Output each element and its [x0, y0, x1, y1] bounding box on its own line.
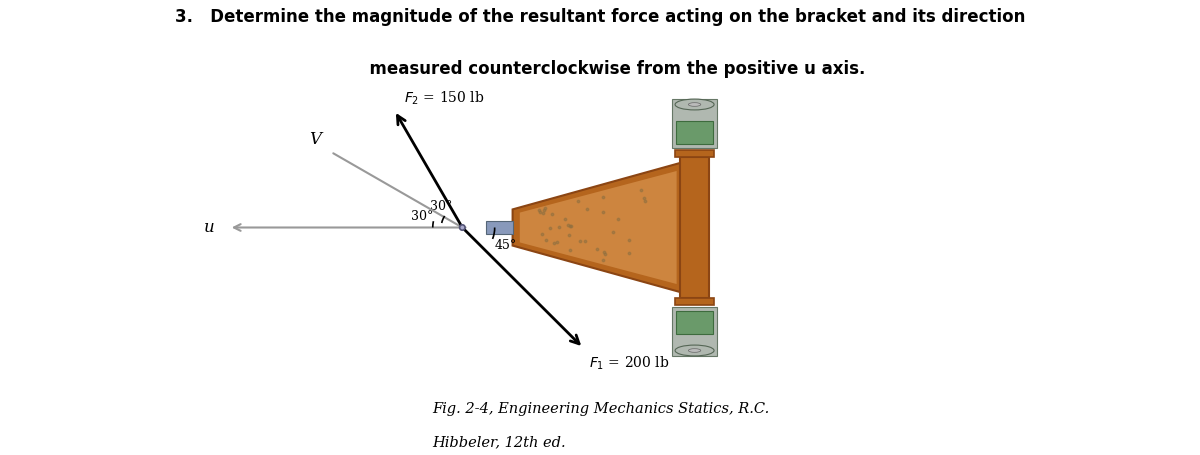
- Text: measured counterclockwise from the positive u axis.: measured counterclockwise from the posit…: [335, 60, 865, 78]
- Polygon shape: [676, 311, 713, 334]
- Polygon shape: [676, 150, 714, 157]
- Text: 30°: 30°: [412, 210, 433, 223]
- Ellipse shape: [689, 103, 701, 106]
- Text: $F_1$ = 200 lb: $F_1$ = 200 lb: [589, 355, 670, 372]
- Polygon shape: [672, 99, 716, 148]
- Ellipse shape: [460, 225, 466, 230]
- Ellipse shape: [689, 349, 701, 352]
- Text: V: V: [310, 131, 322, 148]
- Polygon shape: [676, 121, 713, 144]
- Text: Fig. 2-4, Engineering Mechanics Statics, R.C.: Fig. 2-4, Engineering Mechanics Statics,…: [432, 402, 769, 415]
- Ellipse shape: [676, 99, 714, 110]
- Text: 45°: 45°: [494, 239, 517, 252]
- Polygon shape: [672, 307, 716, 356]
- Text: 30°: 30°: [431, 200, 452, 213]
- Polygon shape: [486, 221, 512, 234]
- Polygon shape: [676, 298, 714, 305]
- Polygon shape: [520, 171, 677, 284]
- Text: $F_2$ = 150 lb: $F_2$ = 150 lb: [404, 90, 485, 107]
- Text: Hibbeler, 12th ed.: Hibbeler, 12th ed.: [432, 435, 566, 450]
- Polygon shape: [680, 157, 709, 298]
- Text: u: u: [204, 219, 215, 236]
- Text: 3.   Determine the magnitude of the resultant force acting on the bracket and it: 3. Determine the magnitude of the result…: [175, 8, 1025, 26]
- Polygon shape: [512, 162, 684, 293]
- Ellipse shape: [676, 345, 714, 356]
